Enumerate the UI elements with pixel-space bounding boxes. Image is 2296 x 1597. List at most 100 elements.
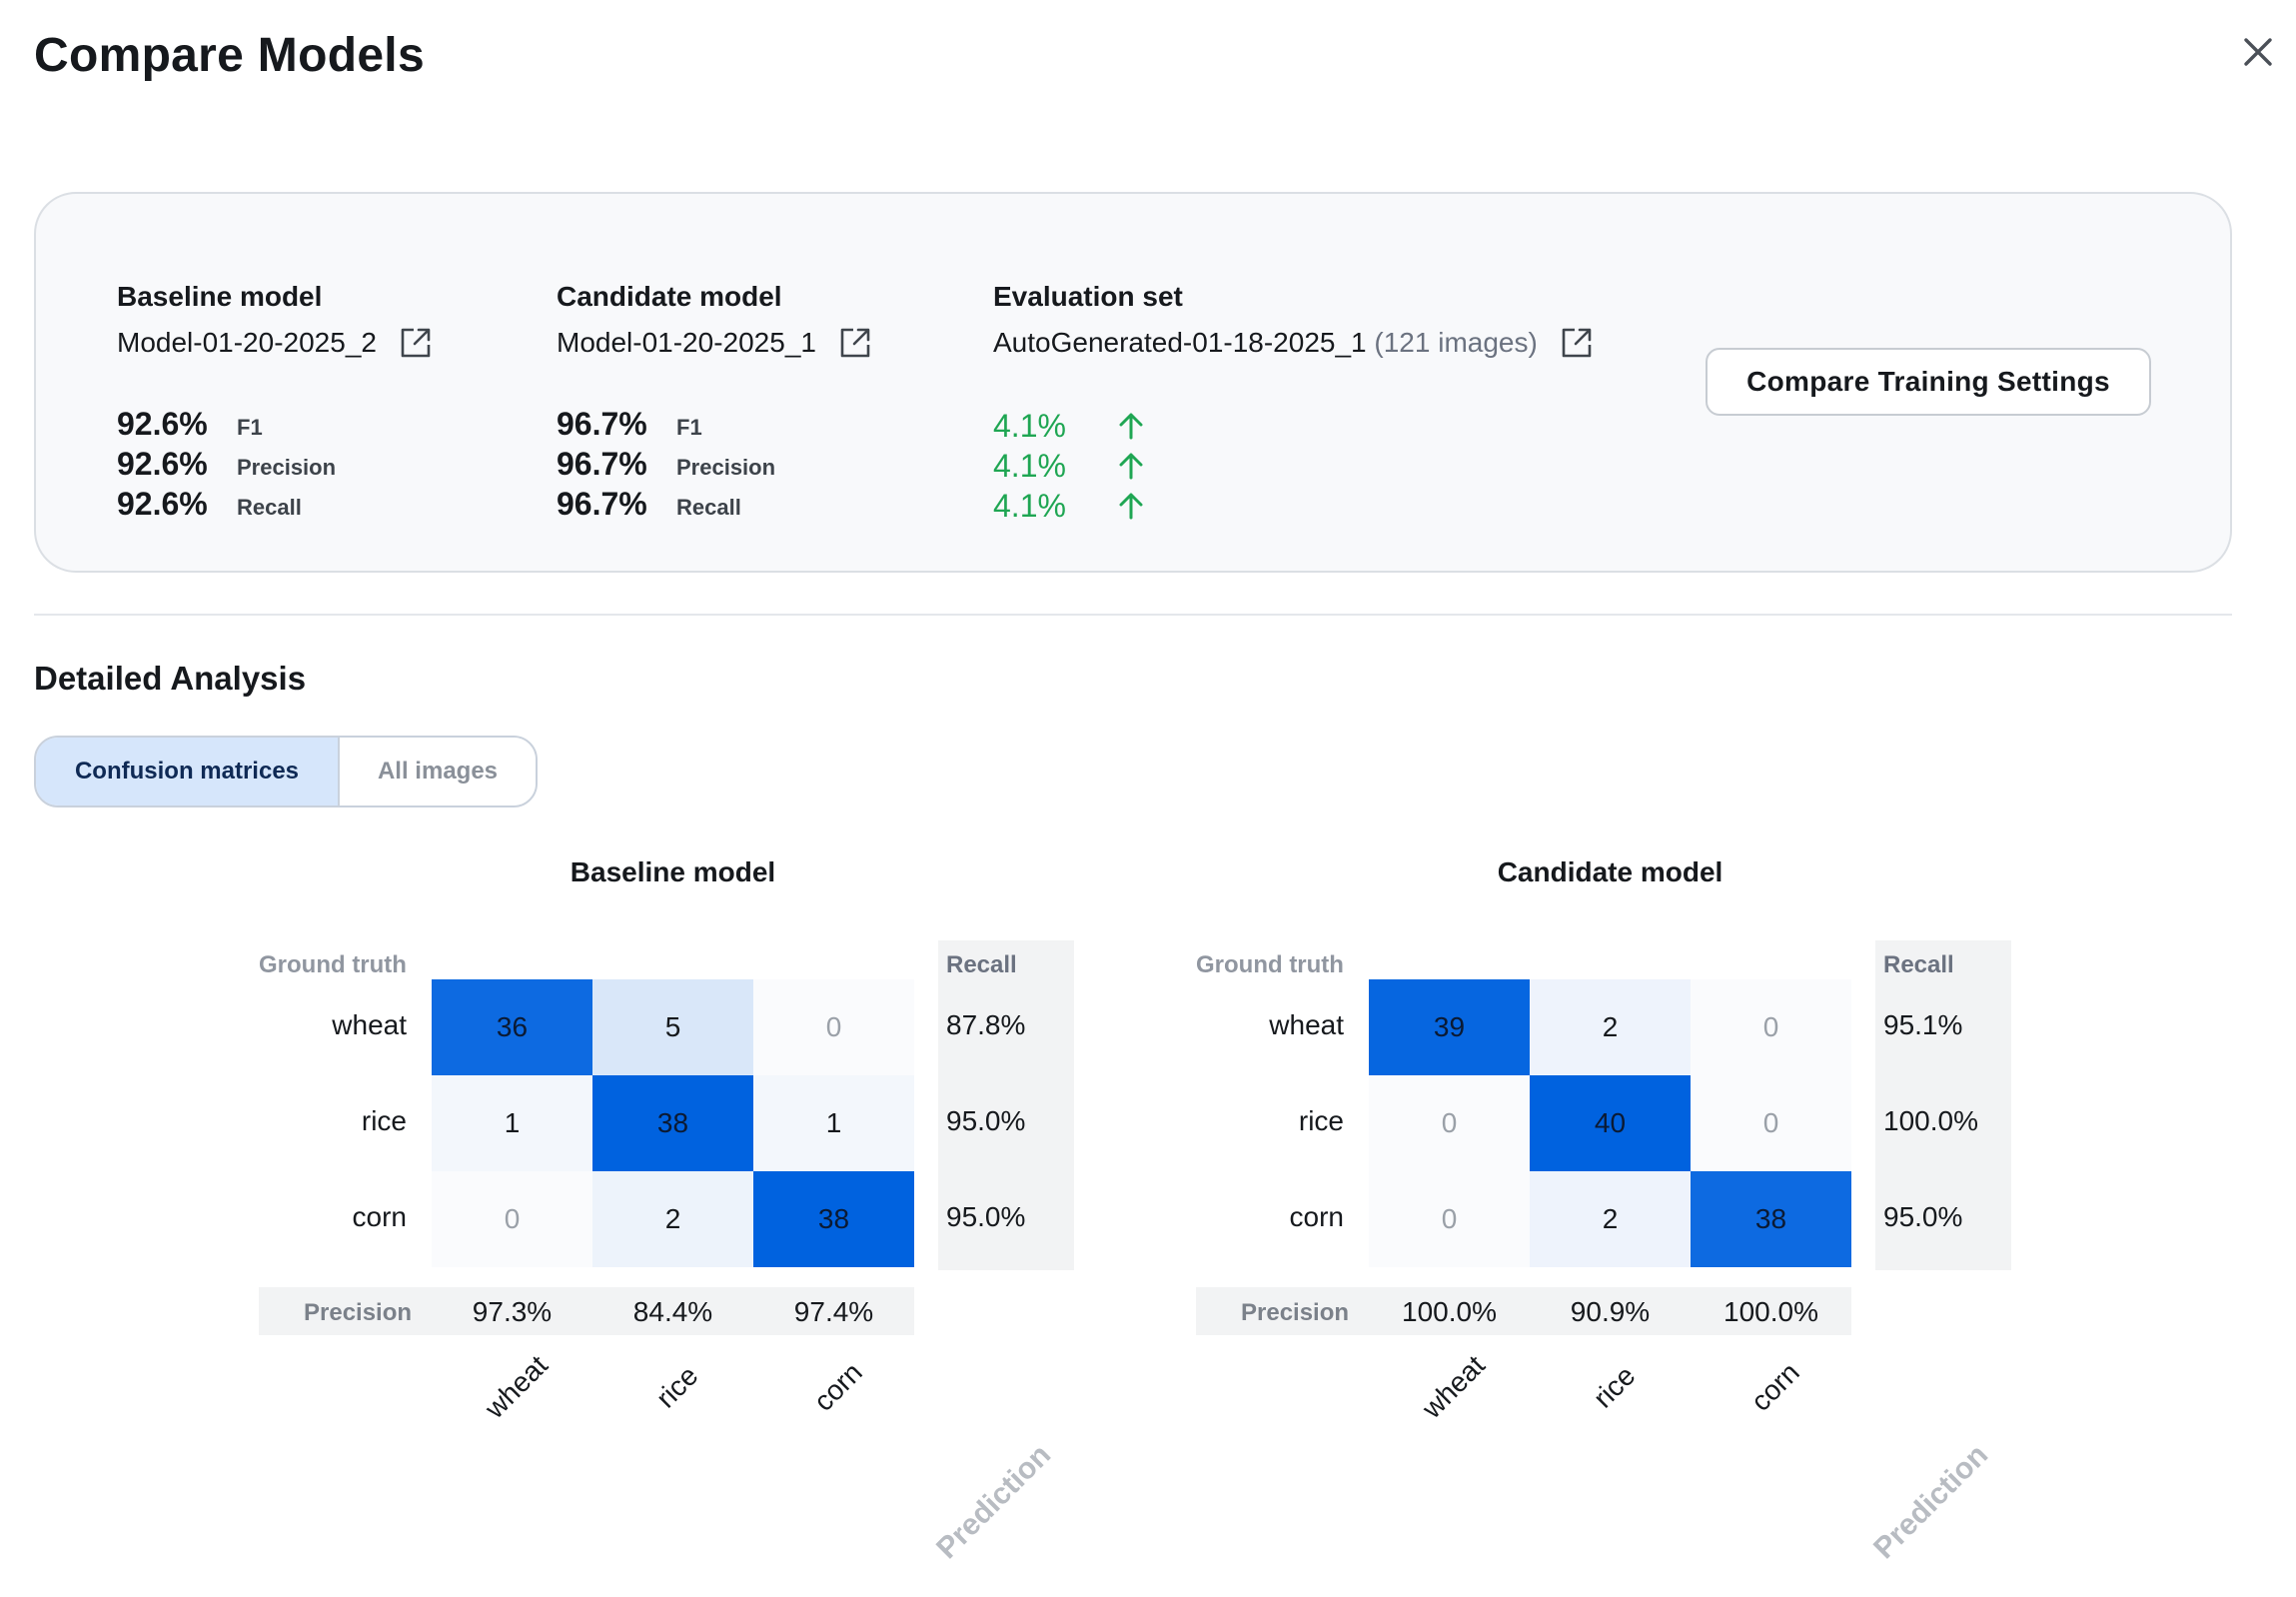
matrix-cell[interactable]: 2	[1530, 979, 1691, 1075]
prediction-axis-label: Prediction	[1867, 1438, 1995, 1566]
baseline-metrics: 92.6% F1 92.6% Precision 92.6% Recall	[117, 406, 336, 526]
analysis-tabs: Confusion matrices All images	[34, 736, 538, 807]
detailed-analysis-title: Detailed Analysis	[34, 660, 307, 697]
delta-row: 4.1%	[993, 486, 1145, 526]
precision-value: 97.3%	[472, 1296, 553, 1327]
matrix-cell[interactable]: 0	[432, 1171, 592, 1267]
evaluation-set-label: Evaluation set	[993, 281, 1183, 312]
baseline-model-name: Model-01-20-2025_2	[117, 326, 433, 360]
metric-label: Precision	[237, 455, 337, 480]
recall-value: 87.8%	[946, 1009, 1026, 1040]
recall-value: 100.0%	[1883, 1105, 1978, 1136]
matrix-cell[interactable]: 38	[592, 1075, 753, 1171]
recall-column	[938, 940, 1074, 1270]
precision-header: Precision	[1241, 1299, 1350, 1326]
matrix-cell[interactable]: 5	[592, 979, 753, 1075]
metric-row: 92.6% F1	[117, 406, 336, 446]
candidate-model-name-text: Model-01-20-2025_1	[557, 327, 816, 358]
arrow-up-icon	[1117, 491, 1145, 521]
precision-value: 90.9%	[1570, 1296, 1651, 1327]
metric-value: 92.6%	[117, 486, 208, 522]
page-title: Compare Models	[34, 29, 425, 82]
evaluation-set-name: AutoGenerated-01-18-2025_1 (121 images)	[993, 326, 1594, 360]
matrix-cell[interactable]: 38	[753, 1171, 914, 1267]
metric-label: Recall	[676, 495, 741, 520]
candidate-metrics: 96.7% F1 96.7% Precision 96.7% Recall	[557, 406, 775, 526]
matrix-cell[interactable]: 0	[1691, 979, 1851, 1075]
precision-value: 84.4%	[632, 1296, 713, 1327]
recall-value: 95.0%	[946, 1201, 1026, 1232]
close-icon[interactable]	[2238, 32, 2278, 72]
column-label-rice: rice	[649, 1359, 704, 1414]
tab-confusion-matrices[interactable]: Confusion matrices	[36, 738, 340, 805]
delta-value: 4.1%	[993, 407, 1066, 444]
metric-label: Recall	[237, 495, 302, 520]
external-link-icon[interactable]	[399, 326, 433, 360]
evaluation-image-count: (121 images)	[1374, 327, 1538, 358]
compare-training-settings-button[interactable]: Compare Training Settings	[1706, 348, 2151, 416]
metric-value: 92.6%	[117, 446, 208, 482]
column-label-wheat: wheat	[1415, 1349, 1491, 1425]
metric-label: F1	[676, 415, 702, 440]
precision-row	[1196, 1287, 1851, 1335]
matrix-cell[interactable]: 2	[1530, 1171, 1691, 1267]
arrow-up-icon	[1117, 451, 1145, 481]
matrix-cell[interactable]: 2	[592, 1171, 753, 1267]
ground-truth-label: Ground truth	[1196, 951, 1344, 978]
column-label-wheat: wheat	[478, 1349, 554, 1425]
external-link-icon[interactable]	[1560, 326, 1594, 360]
evaluation-set-text: AutoGenerated-01-18-2025_1 (121 images)	[993, 327, 1538, 359]
metric-label: F1	[237, 415, 263, 440]
row-label-wheat: wheat	[332, 1009, 407, 1040]
metric-row: 96.7% Precision	[557, 446, 775, 486]
metric-value: 96.7%	[557, 406, 647, 442]
prediction-axis-label: Prediction	[930, 1438, 1058, 1566]
metric-row: 92.6% Recall	[117, 486, 336, 526]
metric-row: 92.6% Precision	[117, 446, 336, 486]
matrix-cell[interactable]: 0	[1369, 1075, 1530, 1171]
precision-value: 100.0%	[1723, 1296, 1818, 1327]
section-divider	[34, 614, 2232, 616]
delta-value: 4.1%	[993, 487, 1066, 524]
delta-value: 4.1%	[993, 447, 1066, 484]
row-label-rice: rice	[361, 1105, 407, 1136]
column-label-corn: corn	[806, 1356, 868, 1417]
matrix-cell[interactable]: 39	[1369, 979, 1530, 1075]
precision-value: 100.0%	[1402, 1296, 1497, 1327]
recall-value: 95.1%	[1883, 1009, 1963, 1040]
matrix-cell[interactable]: 0	[1691, 1075, 1851, 1171]
matrix-cell[interactable]: 0	[753, 979, 914, 1075]
metric-value: 96.7%	[557, 446, 647, 482]
delta-row: 4.1%	[993, 446, 1145, 486]
matrix-cell[interactable]: 1	[432, 1075, 592, 1171]
metric-label: Precision	[676, 455, 776, 480]
precision-header: Precision	[304, 1299, 413, 1326]
metric-row: 96.7% F1	[557, 406, 775, 446]
candidate-model-label: Candidate model	[557, 281, 782, 312]
recall-header: Recall	[1883, 951, 1954, 978]
matrix-title: Candidate model	[1497, 856, 1723, 887]
matrix-cell[interactable]: 1	[753, 1075, 914, 1171]
matrix-cell[interactable]: 36	[432, 979, 592, 1075]
candidate-model-name: Model-01-20-2025_1	[557, 326, 872, 360]
column-label-corn: corn	[1743, 1356, 1805, 1417]
ground-truth-label: Ground truth	[259, 951, 407, 978]
baseline-model-name-text: Model-01-20-2025_2	[117, 327, 377, 358]
precision-value: 97.4%	[793, 1296, 874, 1327]
recall-column	[1875, 940, 2011, 1270]
row-label-corn: corn	[1289, 1201, 1344, 1232]
baseline-model-label: Baseline model	[117, 281, 323, 312]
column-label-rice: rice	[1587, 1359, 1642, 1414]
tab-all-images[interactable]: All images	[340, 738, 536, 805]
matrix-cell[interactable]: 40	[1530, 1075, 1691, 1171]
row-label-corn: corn	[352, 1201, 407, 1232]
recall-value: 95.0%	[1883, 1201, 1963, 1232]
external-link-icon[interactable]	[838, 326, 872, 360]
metric-value: 96.7%	[557, 486, 647, 522]
recall-value: 95.0%	[946, 1105, 1026, 1136]
precision-row	[259, 1287, 914, 1335]
metric-row: 96.7% Recall	[557, 486, 775, 526]
matrix-cell[interactable]: 0	[1369, 1171, 1530, 1267]
row-label-wheat: wheat	[1269, 1009, 1344, 1040]
matrix-cell[interactable]: 38	[1691, 1171, 1851, 1267]
